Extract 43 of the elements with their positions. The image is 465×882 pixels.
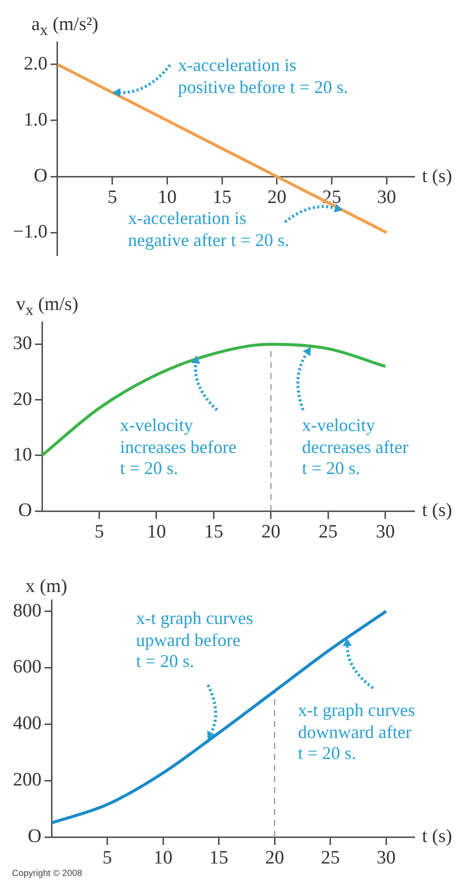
y-tick-label: 20 bbox=[13, 388, 32, 410]
annotation: x-acceleration is negative after t = 20 s. bbox=[128, 208, 290, 252]
y-axis-title: a$_{x}$ (m/s²) bbox=[31, 14, 98, 40]
x-tick-label: 5 bbox=[94, 521, 104, 542]
y-tick-label: 600 bbox=[13, 656, 42, 678]
x-tick-label: 30 bbox=[376, 521, 395, 542]
x-tick-label: 10 bbox=[154, 847, 173, 868]
x-tick-label: 30 bbox=[377, 186, 396, 208]
y-tick-label: 2.0 bbox=[24, 53, 48, 74]
x-tick-label: 5 bbox=[108, 186, 118, 208]
y-tick-label: 200 bbox=[13, 770, 42, 791]
x-tick-label: 20 bbox=[261, 521, 280, 542]
y-tick-label: O bbox=[18, 500, 32, 521]
y-axis-title: x (m) bbox=[26, 576, 68, 598]
x-tick-label: 10 bbox=[146, 521, 166, 542]
x-tick-label: 25 bbox=[318, 521, 338, 542]
x-axis-title: t (s) bbox=[422, 500, 452, 522]
x-tick-label: 20 bbox=[267, 186, 286, 208]
annotation: x-acceleration is positive before t = 20 s. bbox=[178, 55, 348, 98]
y-tick-label: O bbox=[28, 826, 42, 847]
x-tick-label: 20 bbox=[265, 847, 284, 868]
annotation: x-t graph curves upward before t = 20 s. bbox=[136, 608, 253, 673]
x-tick-label: 25 bbox=[320, 847, 340, 868]
x-tick-label: 15 bbox=[212, 186, 232, 208]
y-tick-label: 10 bbox=[13, 444, 32, 466]
x-axis-title: t (s) bbox=[422, 166, 452, 188]
annotation: x-velocity decreases after t = 20 s. bbox=[302, 415, 408, 480]
y-tick-label: −1.0 bbox=[12, 222, 48, 243]
x-tick-label: 30 bbox=[376, 847, 396, 868]
x-tick-label: 15 bbox=[209, 847, 228, 868]
y-axis-title: v$_{x}$ (m/s) bbox=[16, 294, 78, 320]
annotation: x-velocity increases before t = 20 s. bbox=[120, 415, 236, 480]
annotation: x-t graph curves downward after t = 20 s. bbox=[298, 700, 415, 765]
y-tick-label: 800 bbox=[13, 600, 42, 622]
text: Copyright © 2008 bbox=[12, 868, 82, 878]
y-tick-label: O bbox=[34, 166, 48, 187]
x-tick-label: 15 bbox=[204, 521, 224, 542]
x-axis-title: t (s) bbox=[422, 826, 452, 848]
y-tick-label: 30 bbox=[13, 333, 32, 354]
y-tick-label: 1.0 bbox=[24, 109, 48, 130]
x-tick-label: 10 bbox=[158, 186, 177, 208]
y-tick-label: 400 bbox=[13, 713, 42, 734]
x-tick-label: 5 bbox=[102, 847, 112, 868]
